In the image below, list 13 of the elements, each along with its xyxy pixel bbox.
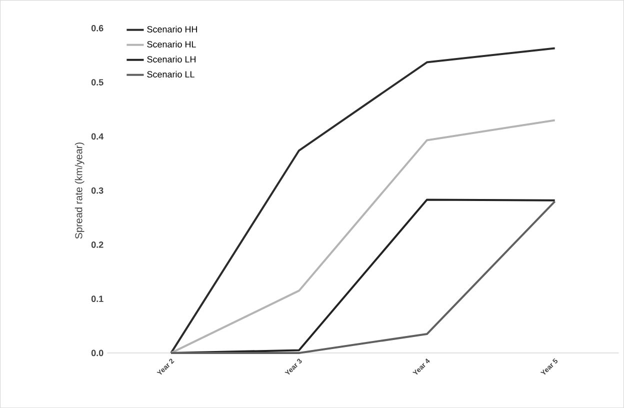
line-series bbox=[170, 119, 556, 354]
y-tick-label: 0.0 bbox=[91, 350, 104, 356]
y-tick-label: 0.1 bbox=[91, 296, 104, 302]
y-tick-label: 0.6 bbox=[91, 24, 104, 32]
legend-label: Scenario LL bbox=[147, 70, 194, 78]
y-tick-label: 0.4 bbox=[91, 133, 104, 140]
y-tick-label: 0.2 bbox=[91, 241, 104, 248]
y-tick-label: 0.3 bbox=[91, 187, 104, 194]
legend-label: Scenario LH bbox=[147, 56, 196, 62]
y-axis-title: Spread rate (km/year) bbox=[74, 142, 84, 239]
y-tick-label: 0.5 bbox=[91, 79, 104, 86]
legend-label: Scenario HH bbox=[147, 26, 197, 32]
legend-label: Scenario HL bbox=[147, 40, 196, 48]
